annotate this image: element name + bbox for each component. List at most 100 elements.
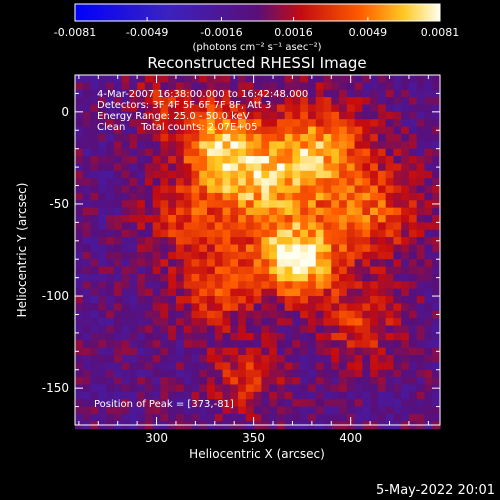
heatmap-cell xyxy=(432,406,441,415)
heatmap-cell xyxy=(199,244,208,253)
heatmap-cell xyxy=(416,229,426,238)
heatmap-cell xyxy=(276,296,286,305)
heatmap-cell xyxy=(339,163,348,172)
heatmap-cell xyxy=(230,192,239,201)
heatmap-cell xyxy=(339,97,348,106)
heatmap-cell xyxy=(222,251,231,260)
heatmap-cell xyxy=(416,347,426,356)
heatmap-cell xyxy=(354,303,363,312)
heatmap-cell xyxy=(113,340,123,349)
heatmap-cell xyxy=(401,222,410,231)
heatmap-cell xyxy=(137,332,146,341)
heatmap-cell xyxy=(261,259,270,268)
heatmap-cell xyxy=(292,104,301,113)
heatmap-cell xyxy=(284,288,294,297)
heatmap-cell xyxy=(253,215,262,223)
heatmap-cell xyxy=(362,97,371,106)
heatmap-cell xyxy=(137,325,146,334)
heatmap-cell xyxy=(183,237,193,246)
heatmap-cell xyxy=(331,391,340,400)
heatmap-cell xyxy=(292,192,301,201)
heatmap-cell xyxy=(377,347,387,356)
heatmap-cell xyxy=(222,399,231,408)
heatmap-cell xyxy=(245,273,255,282)
heatmap-cell xyxy=(307,178,317,187)
heatmap-cell xyxy=(106,355,115,363)
heatmap-cell xyxy=(300,75,309,83)
heatmap-cell xyxy=(199,318,208,327)
heatmap-cell xyxy=(168,237,177,246)
heatmap-cell xyxy=(393,170,402,179)
heatmap-cell xyxy=(416,75,426,83)
heatmap-cell xyxy=(292,222,301,231)
heatmap-cell xyxy=(300,377,309,386)
heatmap-cell xyxy=(323,377,332,386)
heatmap-cell xyxy=(113,362,123,371)
heatmap-cell xyxy=(315,178,325,187)
heatmap-cell xyxy=(207,200,216,209)
heatmap-cell xyxy=(98,244,107,253)
heatmap-cell xyxy=(261,119,270,128)
heatmap-cell xyxy=(276,281,286,290)
heatmap-cell xyxy=(191,222,200,231)
heatmap-cell xyxy=(144,369,154,378)
heatmap-cell xyxy=(98,156,107,165)
heatmap-cell xyxy=(121,332,130,341)
heatmap-cell xyxy=(199,111,208,120)
heatmap-cell xyxy=(377,399,387,408)
heatmap-cell xyxy=(346,325,356,334)
heatmap-cell xyxy=(160,355,169,363)
heatmap-cell xyxy=(315,288,325,297)
heatmap-cell xyxy=(354,288,363,297)
heatmap-cell xyxy=(245,89,255,98)
heatmap-cell xyxy=(90,369,99,378)
x-tick-label: 300 xyxy=(145,431,168,445)
heatmap-cell xyxy=(152,310,162,319)
heatmap-cell xyxy=(346,406,356,415)
heatmap-cell xyxy=(129,82,138,91)
heatmap-cell xyxy=(183,303,193,312)
heatmap-cell xyxy=(137,163,146,172)
heatmap-cell xyxy=(432,133,441,142)
heatmap-cell xyxy=(121,126,130,135)
heatmap-cell xyxy=(121,296,130,305)
heatmap-cell xyxy=(183,163,193,172)
heatmap-cell xyxy=(393,406,402,415)
heatmap-cell xyxy=(160,266,169,275)
heatmap-cell xyxy=(137,207,146,216)
heatmap-cell xyxy=(230,200,239,209)
heatmap-cell xyxy=(75,399,84,408)
heatmap-cell xyxy=(144,377,154,386)
heatmap-cell xyxy=(323,325,332,334)
heatmap-cell xyxy=(90,399,99,408)
heatmap-cell xyxy=(300,362,309,371)
heatmap-cell xyxy=(175,303,185,312)
heatmap-cell xyxy=(82,215,92,223)
heatmap-cell xyxy=(222,288,231,297)
colorbar-tick-label: -0.0016 xyxy=(200,26,242,39)
heatmap-cell xyxy=(106,126,115,135)
heatmap-cell xyxy=(315,244,325,253)
heatmap-cell xyxy=(261,215,270,223)
heatmap-cell xyxy=(129,384,138,393)
heatmap-cell xyxy=(199,156,208,165)
heatmap-cell xyxy=(245,369,255,378)
heatmap-cell xyxy=(90,111,99,120)
heatmap-cell xyxy=(393,97,402,106)
heatmap-cell xyxy=(175,148,185,157)
heatmap-cell xyxy=(323,413,332,422)
heatmap-cell xyxy=(90,273,99,282)
heatmap-cell xyxy=(168,244,177,253)
heatmap-cell xyxy=(339,273,348,282)
heatmap-cell xyxy=(401,97,410,106)
heatmap-cell xyxy=(416,296,426,305)
heatmap-cell xyxy=(207,222,216,231)
heatmap-cell xyxy=(354,273,363,282)
heatmap-cell xyxy=(175,273,185,282)
heatmap-cell xyxy=(183,296,193,305)
heatmap-cell xyxy=(416,141,426,150)
heatmap-cell xyxy=(168,215,177,223)
heatmap-cell xyxy=(276,148,286,157)
heatmap-cell xyxy=(129,281,138,290)
heatmap-cell xyxy=(75,215,84,223)
